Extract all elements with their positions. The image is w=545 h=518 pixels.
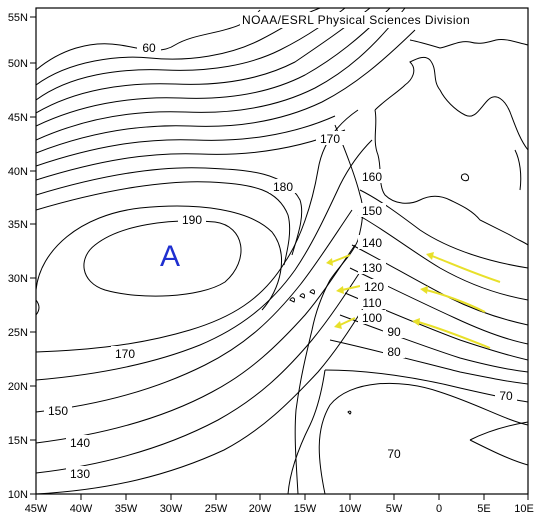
contour-label: 100 — [362, 311, 382, 325]
lon-label: 20W — [249, 503, 272, 515]
contour-label: 180 — [273, 180, 293, 194]
contour-labels: 60 170 180 190 160 150 140 130 120 110 1… — [44, 40, 517, 481]
latitude-labels: 55N 50N 45N 40N 35N 30N 25N 20N 15N 10N — [8, 12, 28, 501]
wind-arrow — [336, 285, 361, 294]
wind-arrow — [426, 252, 501, 283]
lat-label: 50N — [8, 58, 28, 70]
lat-label: 45N — [8, 112, 28, 124]
contour-label: 150 — [48, 404, 68, 418]
contour-label: 190 — [182, 213, 202, 227]
contour-label: 160 — [362, 170, 382, 184]
lat-label: 30N — [8, 273, 28, 285]
wind-arrow — [412, 318, 491, 349]
lon-label: 0 — [436, 503, 442, 515]
credit-text: NOAA/ESRL Physical Sciences Division — [242, 13, 470, 27]
lon-label: 10W — [339, 503, 362, 515]
lon-label: 40W — [70, 503, 93, 515]
contour-label: 90 — [387, 325, 401, 339]
map-frame — [35, 7, 529, 495]
longitude-labels: 45W 40W 35W 30W 25W 20W 15W 10W 5W 0 5E … — [25, 503, 534, 515]
ticks — [30, 16, 529, 500]
lon-label: 35W — [115, 503, 138, 515]
contour-label: 70 — [387, 447, 401, 461]
lon-label: 10E — [514, 503, 534, 515]
contour-lines — [36, 8, 528, 494]
contour-label: 110 — [362, 296, 381, 310]
contour-label: 170 — [320, 132, 340, 146]
contour-label: 130 — [362, 261, 382, 275]
contour-label: 150 — [362, 204, 382, 218]
lon-label: 30W — [160, 503, 183, 515]
contour-label: 130 — [70, 467, 90, 481]
lon-label: 15W — [294, 503, 317, 515]
lon-label: 25W — [205, 503, 228, 515]
lat-label: 55N — [8, 12, 28, 24]
contour-label: 170 — [115, 347, 135, 361]
wind-arrow — [420, 286, 486, 313]
lat-label: 40N — [8, 166, 28, 178]
lon-label: 45W — [25, 503, 48, 515]
lat-label: 25N — [8, 327, 28, 339]
lat-label: 10N — [8, 489, 28, 501]
lat-label: 20N — [8, 381, 28, 393]
coastlines — [289, 39, 528, 494]
lat-label: 35N — [8, 219, 28, 231]
contour-label: 60 — [142, 41, 156, 55]
lon-label: 5W — [386, 503, 403, 515]
contour-label: 120 — [364, 280, 384, 294]
wind-arrow — [334, 317, 356, 329]
high-pressure-marker: A — [160, 240, 180, 273]
wind-arrows — [326, 252, 501, 349]
wind-arrow — [326, 254, 351, 266]
contour-label: 140 — [362, 236, 382, 250]
lat-label: 15N — [8, 435, 28, 447]
contour-label: 70 — [499, 389, 513, 403]
contour-label: 140 — [70, 436, 90, 450]
contour-label: 80 — [387, 345, 401, 359]
lon-label: 5E — [477, 503, 490, 515]
